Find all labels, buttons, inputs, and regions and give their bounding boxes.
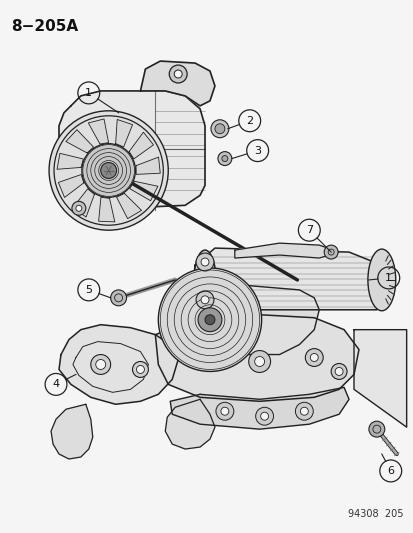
Circle shape (49, 111, 168, 230)
Circle shape (204, 350, 214, 360)
Polygon shape (57, 154, 83, 169)
Polygon shape (59, 91, 204, 211)
Text: 1: 1 (85, 88, 92, 98)
Circle shape (110, 290, 126, 306)
Polygon shape (58, 174, 83, 197)
Polygon shape (185, 285, 318, 354)
Circle shape (169, 65, 187, 83)
Circle shape (211, 120, 228, 138)
Text: 8−205A: 8−205A (11, 19, 78, 34)
Polygon shape (51, 404, 93, 459)
Circle shape (330, 364, 346, 379)
Ellipse shape (367, 249, 395, 311)
Circle shape (310, 353, 318, 361)
Text: 7: 7 (305, 225, 312, 235)
Circle shape (216, 402, 233, 420)
Circle shape (197, 308, 221, 332)
Circle shape (254, 357, 264, 367)
Text: 1: 1 (385, 273, 392, 283)
Circle shape (199, 345, 219, 365)
Circle shape (201, 296, 209, 304)
Circle shape (174, 70, 182, 78)
Circle shape (214, 124, 224, 134)
Ellipse shape (194, 250, 216, 310)
Circle shape (368, 421, 384, 437)
Circle shape (132, 361, 148, 377)
Polygon shape (129, 132, 153, 159)
Polygon shape (115, 119, 132, 147)
Polygon shape (116, 193, 141, 219)
Text: 94308  205: 94308 205 (347, 508, 403, 519)
Polygon shape (88, 119, 108, 144)
Polygon shape (192, 248, 393, 310)
Polygon shape (234, 243, 338, 258)
Text: 2: 2 (246, 116, 253, 126)
Circle shape (196, 253, 214, 271)
Circle shape (295, 402, 313, 420)
Polygon shape (155, 315, 358, 401)
Circle shape (221, 407, 228, 415)
Text: 3: 3 (254, 146, 261, 156)
Circle shape (323, 245, 337, 259)
Polygon shape (66, 130, 93, 153)
Text: 4: 4 (52, 379, 59, 390)
Circle shape (201, 258, 209, 266)
Polygon shape (140, 61, 214, 106)
Circle shape (82, 144, 135, 197)
Circle shape (335, 367, 342, 375)
Text: 6: 6 (386, 466, 393, 476)
Circle shape (196, 291, 214, 309)
Polygon shape (165, 399, 214, 449)
Polygon shape (98, 197, 114, 222)
Text: 5: 5 (85, 285, 92, 295)
Circle shape (76, 205, 82, 211)
Circle shape (90, 354, 110, 375)
Polygon shape (129, 181, 157, 201)
Circle shape (136, 366, 144, 374)
Circle shape (158, 268, 261, 372)
Polygon shape (73, 189, 94, 217)
Circle shape (248, 351, 270, 373)
Circle shape (217, 151, 231, 166)
Circle shape (204, 315, 214, 325)
Circle shape (255, 407, 273, 425)
Circle shape (300, 407, 308, 415)
Circle shape (95, 360, 105, 369)
Circle shape (305, 349, 323, 367)
Circle shape (221, 156, 227, 161)
Polygon shape (170, 387, 348, 429)
Circle shape (72, 201, 85, 215)
Polygon shape (136, 157, 160, 174)
Polygon shape (59, 325, 178, 404)
Circle shape (260, 412, 268, 420)
Circle shape (100, 163, 116, 179)
Polygon shape (353, 330, 406, 427)
